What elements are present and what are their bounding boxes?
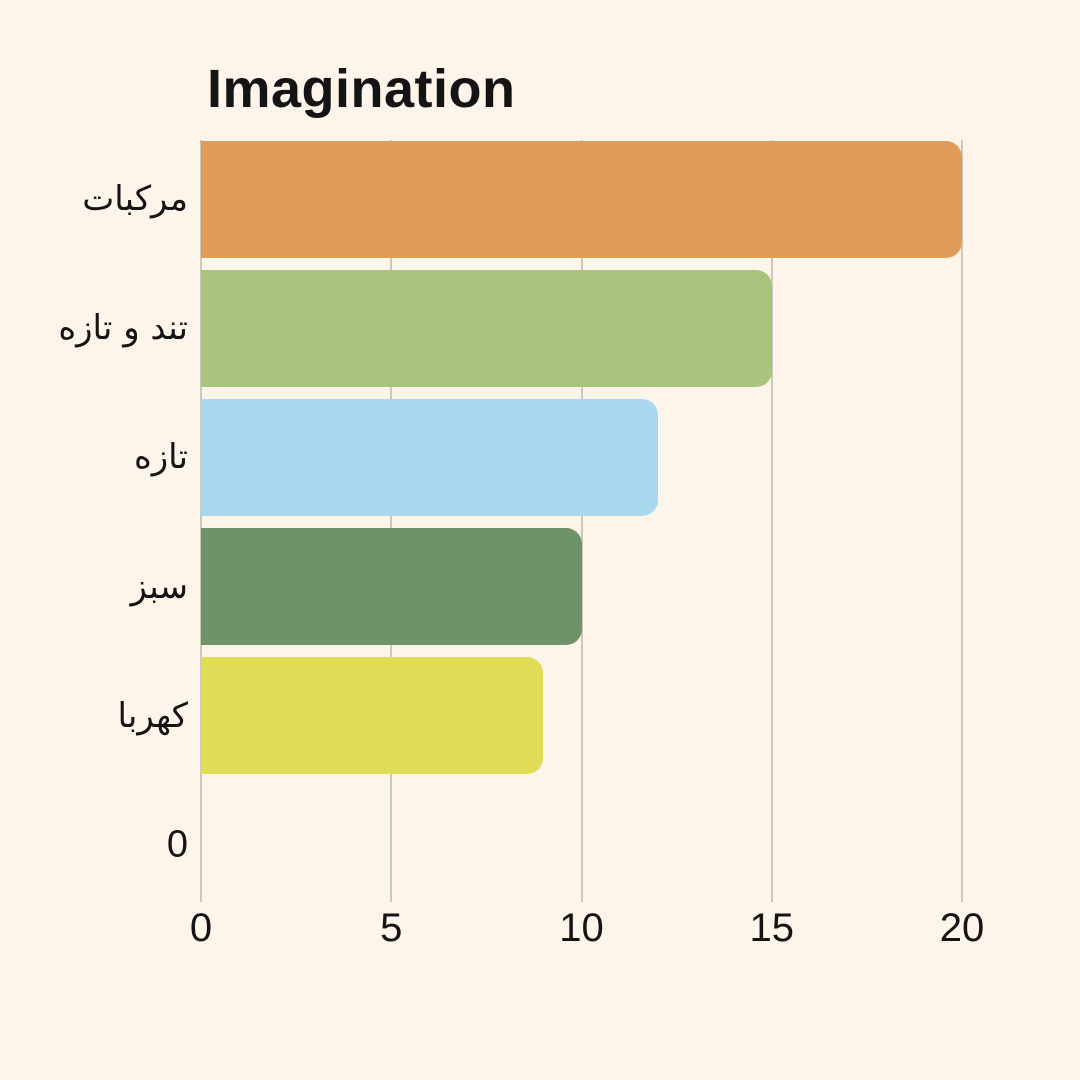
gridline xyxy=(580,140,583,902)
x-tick-label: 5 xyxy=(380,906,403,950)
x-tick-label: 10 xyxy=(559,906,604,950)
y-axis-label: كهربا xyxy=(117,695,188,736)
y-axis-label: 0 xyxy=(166,823,188,866)
bar xyxy=(201,269,772,387)
bar xyxy=(201,140,962,258)
y-axis-label: تند و تازه xyxy=(58,308,188,349)
x-tick-label: 0 xyxy=(189,906,213,950)
x-tick-label: 15 xyxy=(749,906,795,950)
y-axis-label: تازه xyxy=(133,437,188,478)
gridline xyxy=(961,140,963,902)
gridline xyxy=(200,140,202,902)
bar xyxy=(201,657,544,775)
x-tick-label: 20 xyxy=(939,906,985,950)
gridline xyxy=(770,140,773,902)
bar xyxy=(201,528,582,646)
gridline xyxy=(390,140,393,902)
y-axis-label: سبز xyxy=(130,566,188,607)
chart-title: Imagination xyxy=(207,59,516,119)
y-axis-label: مركبات xyxy=(82,179,188,219)
bar xyxy=(201,398,658,516)
